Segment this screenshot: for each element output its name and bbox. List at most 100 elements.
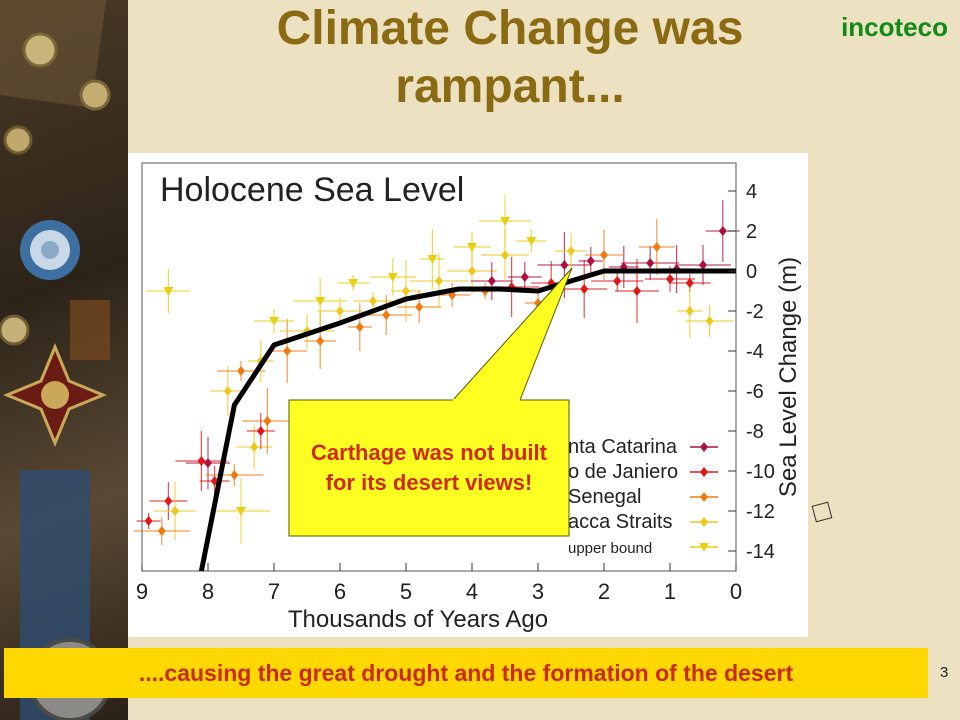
data-point xyxy=(387,273,398,282)
data-point xyxy=(613,276,622,286)
data-point xyxy=(646,258,655,268)
data-point xyxy=(369,296,377,306)
legend-label: acca Straits xyxy=(568,511,672,533)
x-tick-label: 1 xyxy=(664,579,676,604)
legend-label: Senegal xyxy=(568,486,641,508)
x-tick-label: 4 xyxy=(466,579,478,604)
data-point xyxy=(171,506,179,516)
decorative-medal-panel xyxy=(0,0,128,720)
slide-title-line-1: Climate Change was xyxy=(276,2,744,55)
legend-marker xyxy=(700,467,708,477)
data-point xyxy=(718,226,727,236)
data-point xyxy=(163,287,174,296)
data-point xyxy=(269,317,279,326)
x-axis-label: Thousands of Years Ago xyxy=(288,606,548,633)
data-point xyxy=(316,336,325,346)
data-point xyxy=(402,286,410,296)
plot-frame xyxy=(141,162,737,572)
y-tick-label: -10 xyxy=(746,461,775,483)
data-point xyxy=(501,250,509,260)
data-point xyxy=(415,302,424,312)
sea-level-chart: 9 8 7 6 5 4 3 2 1 0 4 2 0 -2 -4 -6 -8 -10 -12 -14 Holocene… xyxy=(128,153,808,637)
x-tick-label: 0 xyxy=(730,579,742,604)
y-tick-label: 4 xyxy=(746,181,757,203)
data-point xyxy=(164,496,173,506)
data-point xyxy=(263,416,272,426)
data-point xyxy=(633,286,641,296)
cross-medal-icon xyxy=(3,343,107,447)
data-point xyxy=(315,297,326,306)
data-point xyxy=(567,246,575,256)
data-point xyxy=(144,516,153,526)
x-tick-label: 9 xyxy=(136,579,148,604)
y-tick-label: -8 xyxy=(746,421,764,443)
slide-title: Climate Change was rampant... xyxy=(200,0,820,116)
data-point xyxy=(382,310,391,320)
brand-logo: incoteco xyxy=(841,12,948,42)
data-point xyxy=(223,386,232,396)
data-point xyxy=(250,442,259,452)
data-point xyxy=(600,250,608,260)
data-point xyxy=(666,274,674,284)
data-point xyxy=(256,426,265,436)
data-point xyxy=(560,260,569,270)
chart-legend: nta Catarina o de Janiero Senegal acca Stra… xyxy=(568,436,718,557)
x-tick-label: 2 xyxy=(598,579,610,604)
data-point xyxy=(586,256,595,266)
medal-panel-art xyxy=(0,0,112,720)
data-point xyxy=(580,284,589,294)
square-outline-icon xyxy=(811,501,833,523)
button-icon xyxy=(22,32,58,68)
legend-label: nta Catarina xyxy=(568,436,678,458)
data-point xyxy=(348,279,359,288)
data-point xyxy=(210,476,219,486)
data-point xyxy=(685,306,694,316)
data-point xyxy=(652,242,661,252)
x-axis-ticks: 9 8 7 6 5 4 3 2 1 0 xyxy=(136,563,742,604)
bottom-banner: ....causing the great drought and the fo… xyxy=(4,648,928,698)
x-tick-label: 7 xyxy=(268,579,280,604)
y-tick-label: -4 xyxy=(746,341,764,363)
data-point xyxy=(427,255,438,264)
x-tick-label: 8 xyxy=(202,579,214,604)
legend-label: o de Janiero xyxy=(568,461,678,483)
data-point xyxy=(487,276,496,286)
y-tick-label: -6 xyxy=(746,381,764,403)
legend-marker xyxy=(700,492,708,502)
data-point xyxy=(157,526,166,536)
data-point xyxy=(204,458,212,468)
button-icon xyxy=(0,314,30,346)
data-point xyxy=(236,507,246,516)
data-point xyxy=(283,346,292,356)
y-tick-label: 0 xyxy=(746,261,757,283)
button-icon xyxy=(3,125,33,155)
y-tick-label: -12 xyxy=(746,501,775,523)
data-point xyxy=(705,316,714,326)
y-axis-ticks: 4 2 0 -2 -4 -6 -8 -10 -12 -14 xyxy=(728,181,775,563)
data-point xyxy=(197,456,206,466)
y-axis-label: Sea Level Change (m) xyxy=(775,257,802,497)
chart-title: Holocene Sea Level xyxy=(160,171,464,209)
x-tick-label: 6 xyxy=(334,579,346,604)
data-point xyxy=(520,272,529,282)
data-point xyxy=(468,266,476,276)
y-tick-label: -2 xyxy=(746,301,764,323)
data-point xyxy=(237,366,245,376)
data-point xyxy=(685,278,694,288)
slide-title-line-2: rampant... xyxy=(395,60,625,113)
x-tick-label: 5 xyxy=(400,579,412,604)
y-tick-label: -14 xyxy=(746,541,775,563)
data-point xyxy=(500,217,510,226)
legend-marker xyxy=(700,442,708,452)
data-point xyxy=(534,298,542,308)
page-number: 3 xyxy=(940,664,949,681)
data-point xyxy=(230,470,239,480)
button-icon xyxy=(79,79,111,111)
data-point xyxy=(526,237,537,246)
chart-frame xyxy=(141,162,737,572)
data-point xyxy=(467,243,477,252)
chart-svg: 9 8 7 6 5 4 3 2 1 0 4 2 0 -2 -4 -6 -8 -10 -12 -14 Holocene… xyxy=(133,162,802,633)
data-point xyxy=(336,306,344,316)
legend-marker xyxy=(699,543,709,552)
legend-label: upper bound xyxy=(568,540,652,557)
